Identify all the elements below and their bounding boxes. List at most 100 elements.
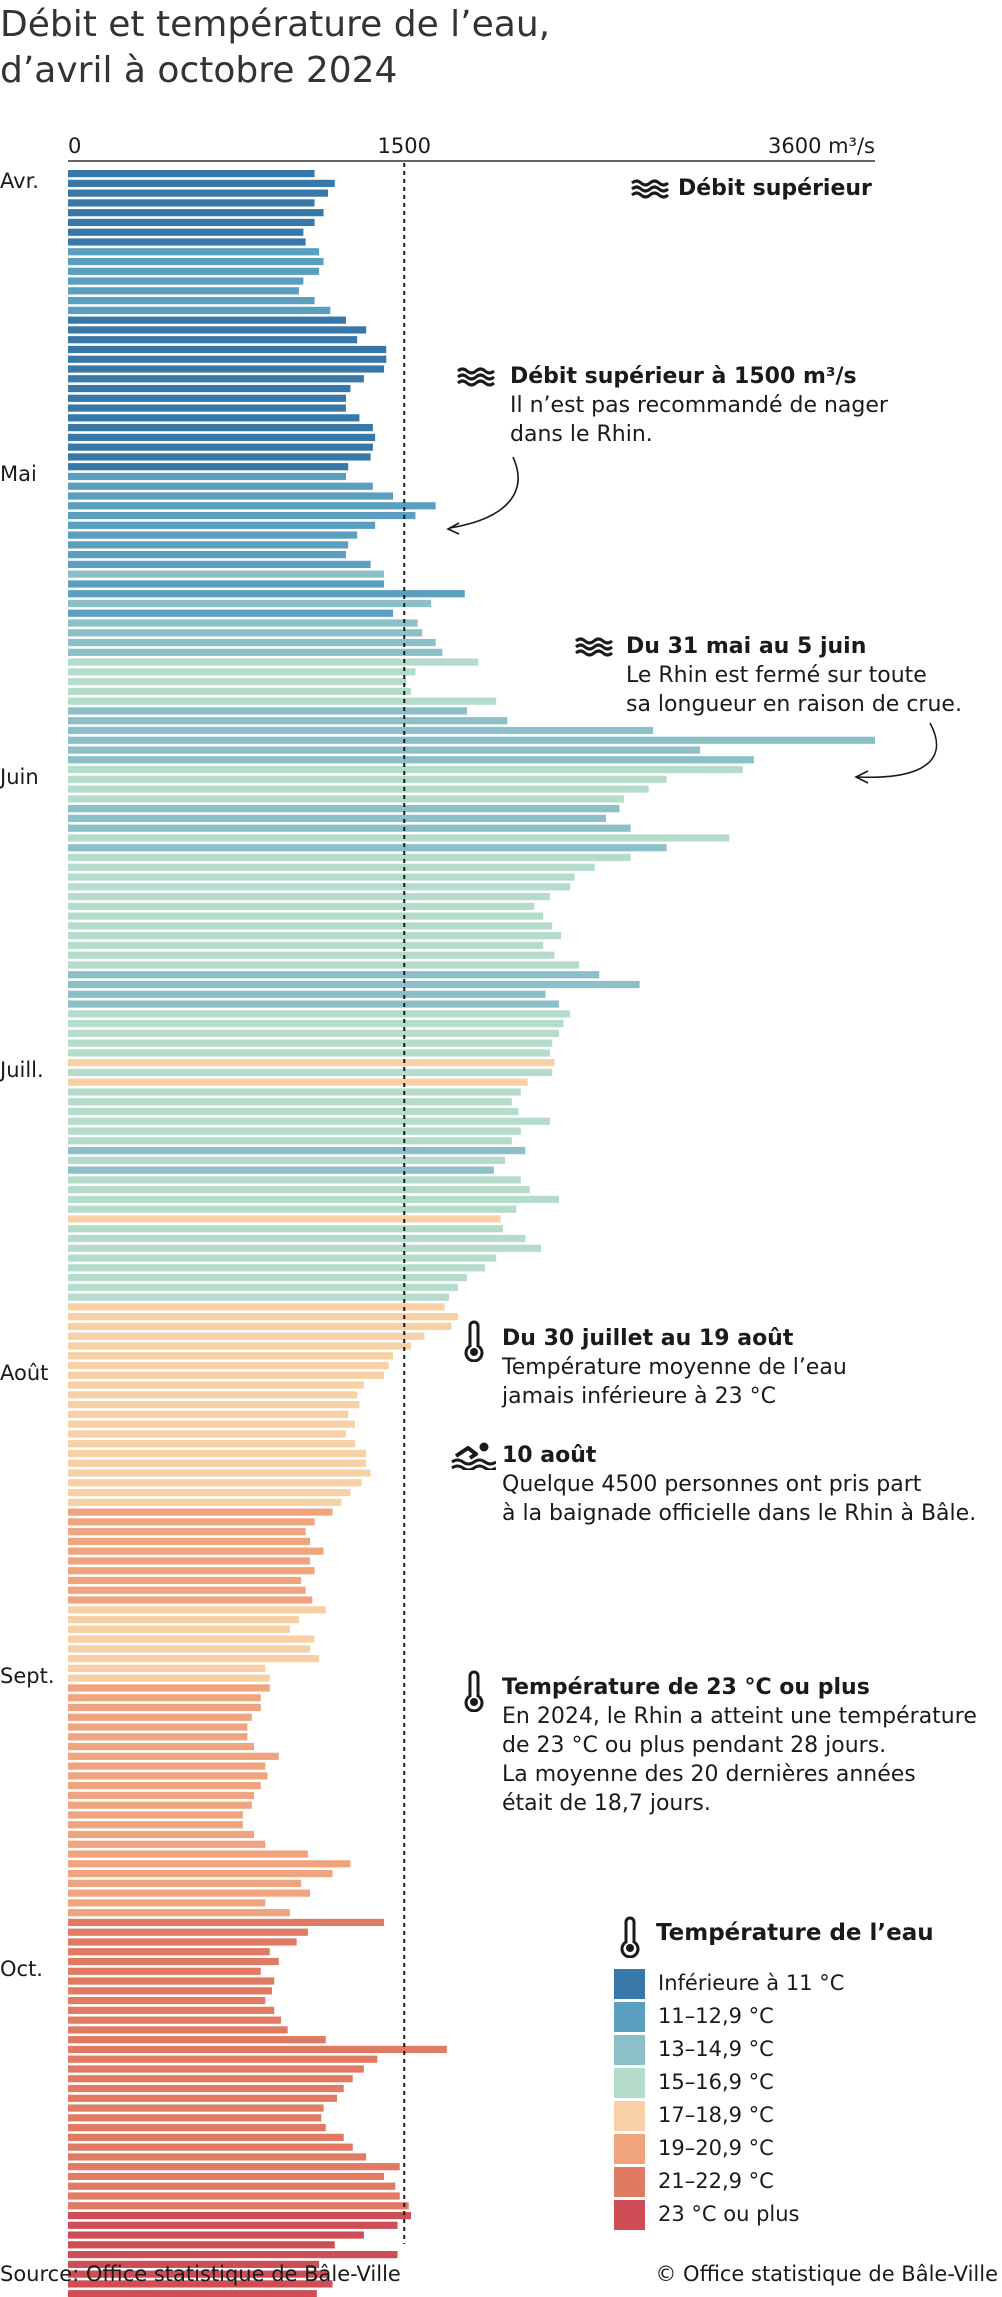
flow-bar: [68, 238, 306, 246]
month-label: Juin: [0, 765, 39, 789]
flow-bar: [68, 1528, 306, 1536]
flow-bar: [68, 199, 315, 207]
flow-bar: [68, 1049, 550, 1057]
annotation-line: En 2024, le Rhin a atteint une températu…: [502, 1704, 977, 1729]
flow-bar: [68, 531, 358, 539]
flow-bar: [68, 726, 654, 735]
legend-swatch: [614, 2035, 645, 2065]
flow-bar: [68, 511, 416, 520]
flow-bar: [68, 590, 465, 598]
flow-bar: [68, 1909, 290, 1917]
annotation-head: Du 30 juillet au 19 août: [502, 1326, 794, 1351]
flow-bar: [68, 1664, 266, 1673]
legend-label: 15–16,9 °C: [658, 2070, 774, 2094]
flow-bar: [68, 1987, 272, 1995]
flow-bar: [68, 1254, 497, 1262]
flow-bar: [68, 1449, 367, 1458]
flow-bar: [68, 1606, 326, 1614]
flow-bar: [68, 1361, 389, 1370]
flow-bar: [68, 1176, 521, 1184]
flow-bar: [68, 482, 373, 490]
month-label: Avr.: [0, 169, 39, 193]
month-label: Sept.: [0, 1664, 55, 1688]
annotation-line: Quelque 4500 personnes ont pris part: [502, 1472, 922, 1497]
flow-bar: [68, 1137, 512, 1145]
flow-bar: [68, 1088, 521, 1096]
flow-bar: [68, 2133, 344, 2141]
flow-bar: [68, 1225, 503, 1233]
flow-bar: [68, 1948, 270, 1956]
flow-bar: [68, 2241, 335, 2249]
annotation-head: Débit supérieur: [678, 176, 872, 201]
flow-bar: [68, 1019, 564, 1028]
flow-bar: [68, 1557, 311, 1565]
annotation-arrow: [449, 456, 519, 529]
flow-bar: [68, 1479, 362, 1487]
flow-bar: [68, 844, 667, 852]
flow-bar: [68, 1117, 550, 1125]
flow-bar: [68, 1469, 371, 1477]
flow-bar: [68, 1899, 266, 1907]
flow-bar: [68, 1332, 425, 1340]
flow-bar: [68, 1596, 313, 1604]
flow-bar: [68, 2290, 317, 2297]
flow-bar: [68, 1713, 252, 1721]
flow-bar: [68, 697, 497, 705]
flow-bar: [68, 218, 315, 227]
flow-bar: [68, 336, 358, 344]
flow-bar: [68, 1186, 530, 1194]
annotation-line: jamais inférieure à 23 °C: [502, 1384, 776, 1409]
flow-bar: [68, 2075, 353, 2083]
flow-bar: [68, 1791, 255, 1800]
flow-bar: [68, 2114, 322, 2122]
flow-bar: [68, 1811, 243, 1819]
flow-bar: [68, 365, 385, 373]
flow-bar: [68, 1156, 506, 1164]
flow-bar: [68, 1889, 311, 1897]
chart-title: Débit et température de l’eau, d’avril à…: [0, 2, 900, 94]
flow-bar: [68, 687, 411, 696]
x-tick-label: 1500: [378, 134, 431, 158]
legend-title: Température de l’eau: [656, 1920, 934, 1946]
flow-bar: [68, 805, 620, 813]
legend-label: 23 °C ou plus: [658, 2202, 800, 2226]
flow-bar: [68, 951, 555, 959]
flow-bar: [68, 1733, 248, 1741]
flow-bar: [68, 1147, 526, 1155]
flow-bar: [68, 873, 575, 881]
flow-bar: [68, 2231, 364, 2239]
flow-bar: [68, 179, 335, 187]
flow-bar: [68, 414, 360, 422]
annotation-line: sa longueur en raison de crue.: [626, 692, 962, 717]
legend-swatch: [614, 2134, 645, 2164]
flow-bar: [68, 502, 436, 510]
flow-bar: [68, 1264, 485, 1272]
flow-bar: [68, 1068, 553, 1077]
flow-bar: [68, 2094, 337, 2102]
flow-bar: [68, 1752, 279, 1760]
flow-bar: [68, 1537, 311, 1545]
flow-bar: [68, 717, 508, 725]
flow-bar: [68, 1576, 302, 1585]
flow-bar: [68, 1879, 302, 1887]
flow-bar: [68, 1000, 559, 1008]
flow-bar: [68, 1742, 255, 1751]
flow-bar: [68, 1127, 521, 1135]
flow-bar: [68, 1205, 517, 1213]
annotation-line: La moyenne des 20 dernières années: [502, 1762, 916, 1787]
flow-bar: [68, 170, 315, 178]
flow-bar: [68, 2163, 400, 2171]
annotation-aout: Du 30 juillet au 19 août Température moy…: [502, 1324, 942, 1411]
flow-bar: [68, 228, 304, 236]
annotation-temp23: Température de 23 °C ou plus En 2024, le…: [502, 1673, 997, 1818]
flow-bar: [68, 785, 649, 793]
thermometer-icon: [620, 1916, 640, 1958]
annotation-head: Température de 23 °C ou plus: [502, 1675, 870, 1700]
legend-label: 11–12,9 °C: [658, 2004, 774, 2028]
flow-bar: [68, 189, 329, 197]
flow-bar: [68, 424, 373, 432]
annotation-line: de 23 °C ou plus pendant 28 jours.: [502, 1733, 887, 1758]
chart-title-line-1: Débit et température de l’eau,: [0, 4, 551, 45]
legend-swatch: [614, 2002, 645, 2032]
annotation-line: était de 18,7 jours.: [502, 1791, 711, 1816]
